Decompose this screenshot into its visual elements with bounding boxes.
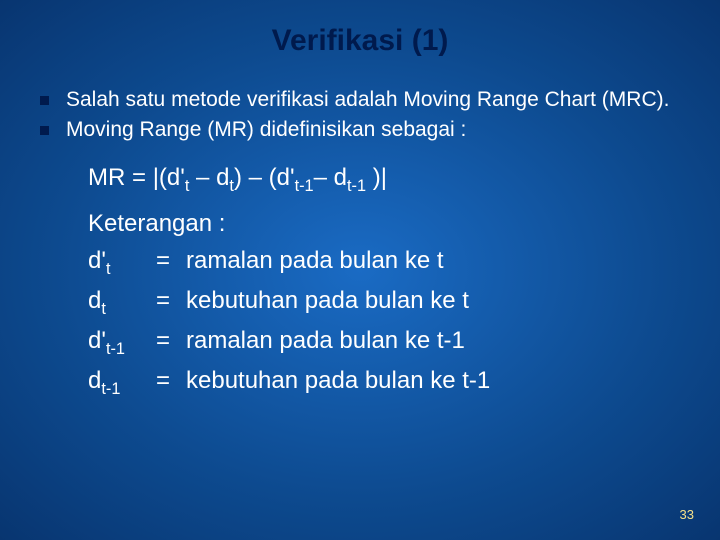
definition-eq: = [156, 282, 186, 322]
definition-symbol: d't [88, 242, 156, 282]
definition-row: dt-1 = kebutuhan pada bulan ke t-1 [88, 362, 688, 402]
sym-base: d' [88, 247, 106, 274]
sym-base: d [88, 287, 101, 314]
definition-row: d't-1 = ramalan pada bulan ke t-1 [88, 322, 688, 362]
definition-symbol: dt-1 [88, 362, 156, 402]
formula-lhs: MR [88, 164, 125, 191]
bullet-list: Salah satu metode verifikasi adalah Movi… [40, 86, 688, 145]
formula-part: – d [189, 164, 229, 191]
bullet-item: Salah satu metode verifikasi adalah Movi… [40, 86, 688, 114]
slide: Verifikasi (1) Salah satu metode verifik… [0, 0, 720, 540]
sym-sub: t [106, 260, 111, 278]
page-number: 33 [680, 507, 694, 522]
definition-eq: = [156, 322, 186, 362]
definition-text: ramalan pada bulan ke t [186, 242, 688, 282]
definition-text: kebutuhan pada bulan ke t [186, 282, 688, 322]
definition-text: ramalan pada bulan ke t-1 [186, 322, 688, 362]
definitions: d't = ramalan pada bulan ke t dt = kebut… [88, 242, 688, 402]
sym-sub: t [101, 300, 106, 318]
definition-row: d't = ramalan pada bulan ke t [88, 242, 688, 282]
formula-part: |(d' [153, 164, 185, 191]
slide-title: Verifikasi (1) [32, 24, 688, 58]
definition-eq: = [156, 362, 186, 402]
definition-symbol: dt [88, 282, 156, 322]
definition-row: dt = kebutuhan pada bulan ke t [88, 282, 688, 322]
formula: MR = |(d't – dt) – (d't-1– dt-1 )| [88, 159, 688, 199]
formula-part: )| [366, 164, 387, 191]
definition-symbol: d't-1 [88, 322, 156, 362]
formula-sub: t-1 [347, 176, 366, 194]
sym-base: d [88, 367, 101, 394]
body-block: MR = |(d't – dt) – (d't-1– dt-1 )| Keter… [88, 159, 688, 403]
sym-sub: t-1 [101, 380, 120, 398]
sym-sub: t-1 [106, 340, 125, 358]
formula-eq: = [132, 164, 146, 191]
definition-text: kebutuhan pada bulan ke t-1 [186, 362, 688, 402]
bullet-item: Moving Range (MR) didefinisikan sebagai … [40, 116, 688, 144]
definition-eq: = [156, 242, 186, 282]
formula-part: – d [314, 164, 347, 191]
keterangan-label: Keterangan : [88, 205, 688, 242]
formula-part: ) – (d' [234, 164, 295, 191]
sym-base: d' [88, 327, 106, 354]
formula-sub: t-1 [295, 176, 314, 194]
